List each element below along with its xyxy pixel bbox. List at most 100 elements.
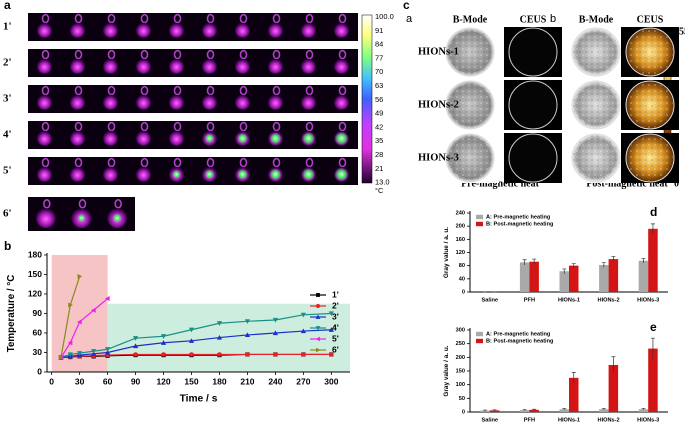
legend-label: A: Pre-magnetic heating — [486, 214, 551, 220]
sub-letter: a — [406, 13, 413, 25]
thermal-neck — [206, 49, 215, 60]
thermal-neck — [272, 85, 281, 96]
marker — [77, 351, 83, 356]
marker — [77, 273, 83, 280]
colorbar-label: 13.0 — [375, 178, 390, 187]
y-tick-label: 300 — [456, 327, 465, 333]
error-bar — [522, 409, 527, 411]
marker — [316, 293, 320, 297]
thermal-neck — [140, 121, 149, 132]
thermal-blob — [103, 94, 118, 110]
thermal-neck — [114, 199, 122, 209]
thermal-blob — [301, 58, 316, 74]
error-bar — [611, 256, 616, 262]
thermal-images — [28, 13, 358, 231]
thermal-blob — [169, 94, 184, 110]
thermal-neck — [41, 121, 50, 132]
row-label: 5' — [3, 165, 12, 177]
bar — [559, 409, 569, 412]
x-tick-label: 90 — [131, 376, 141, 386]
thermal-neck — [74, 121, 83, 132]
bar — [519, 410, 530, 412]
thermal-blob — [70, 22, 85, 38]
speckle — [573, 29, 619, 75]
thermal-blob — [37, 130, 52, 146]
y-tick-label: 30 — [33, 347, 43, 357]
thermal-neck — [272, 157, 281, 168]
thermal-neck — [272, 13, 281, 24]
thermal-blob — [70, 58, 85, 74]
caption: Post-magnetic heat — [586, 178, 668, 189]
thermal-neck — [41, 157, 50, 168]
thermal-neck — [239, 13, 248, 24]
error-bar — [492, 409, 497, 411]
thermal-blob — [136, 130, 151, 146]
x-tick-label: 30 — [75, 376, 85, 386]
marker — [244, 332, 251, 338]
speckle — [447, 135, 493, 181]
y-tick-label: 160 — [456, 237, 465, 243]
thermal-blob — [136, 166, 151, 182]
bar — [599, 409, 609, 412]
thermal-neck — [272, 121, 281, 132]
legend-label: B: Post-magnetic heating — [486, 338, 554, 344]
panel-letter: a — [4, 0, 11, 12]
y-tick-label: 50 — [459, 396, 465, 402]
marker — [105, 347, 111, 352]
error-bar — [532, 408, 537, 411]
row-label: HIONs-3 — [418, 152, 459, 163]
thermal-neck — [107, 49, 116, 60]
marker — [58, 355, 64, 361]
y-tick-label: 60 — [33, 327, 43, 337]
hot-spot — [172, 169, 181, 179]
bar — [648, 348, 658, 412]
legend-label: 2' — [332, 300, 339, 310]
thermal-neck — [239, 121, 248, 132]
thermal-blob — [37, 166, 52, 182]
legend-label: B: Post-magnetic heating — [486, 221, 554, 227]
colorbar-label: 49 — [375, 109, 383, 118]
x-tick-label: HIONs-3 — [637, 417, 659, 423]
x-tick-label: HIONs-2 — [598, 297, 620, 303]
y-tick-label: 80 — [459, 263, 465, 269]
thermal-blob — [169, 58, 184, 74]
colorbar-label: 56 — [375, 95, 383, 104]
hot-spot — [112, 213, 122, 223]
y-tick-label: 120 — [456, 250, 465, 256]
colorbar-label: 28 — [375, 150, 383, 159]
colorbar-label: 77 — [375, 53, 383, 62]
x-tick-label: HIONs-3 — [637, 297, 659, 303]
row-label: 3' — [3, 93, 12, 105]
thermal-blob — [103, 22, 118, 38]
thermal-blob — [202, 58, 217, 74]
marker — [315, 314, 321, 319]
marker — [216, 334, 223, 340]
thermal-blob — [268, 94, 283, 110]
hot-spot — [302, 168, 315, 181]
x-tick-label: 150 — [184, 376, 198, 386]
x-tick-label: HIONs-1 — [558, 297, 580, 303]
speckle — [627, 135, 673, 181]
thermal-neck — [305, 49, 314, 60]
hot-spot — [269, 168, 282, 181]
legend-swatch — [476, 214, 483, 220]
thermal-blob — [268, 22, 283, 38]
y-tick-label: 200 — [456, 224, 465, 230]
colorbar-label: 42 — [375, 122, 383, 131]
colorbar-label: 0 — [674, 178, 679, 189]
thermal-neck — [338, 85, 347, 96]
speckle — [447, 29, 493, 75]
column-header: CEUS — [520, 14, 547, 25]
marker — [105, 295, 110, 302]
thermal-neck — [206, 13, 215, 24]
legend-label: 4' — [332, 322, 339, 332]
x-tick-label: 180 — [212, 376, 226, 386]
thermal-neck — [107, 13, 116, 24]
y-axis-title: Gray value / a. u. — [443, 227, 450, 278]
marker — [160, 340, 167, 345]
marker — [67, 352, 73, 358]
thermal-neck — [173, 13, 182, 24]
marker — [273, 352, 278, 357]
colorbar-label: 255 — [674, 26, 685, 37]
row-label: 1' — [3, 21, 12, 33]
